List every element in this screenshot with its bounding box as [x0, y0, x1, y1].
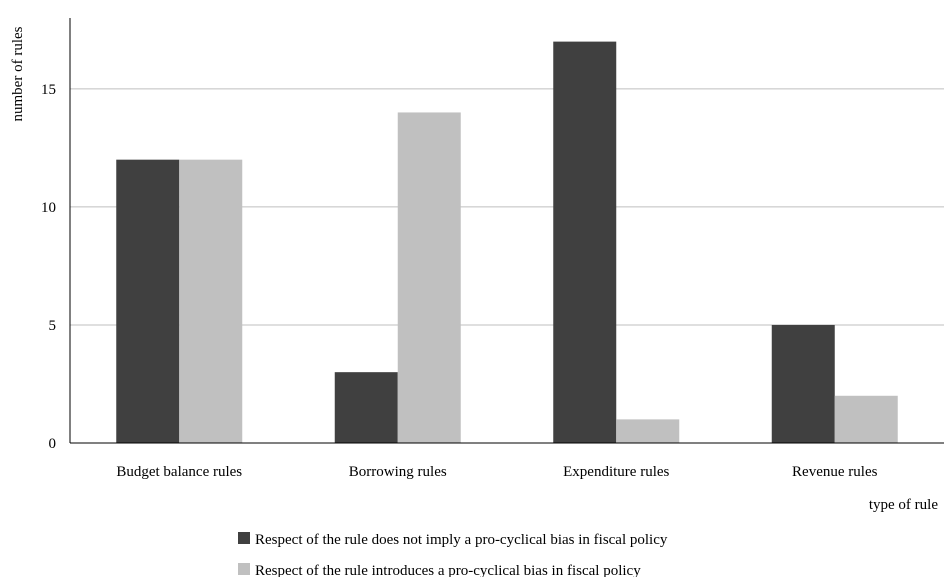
legend-label-series-1: Respect of the rule does not imply a pro…	[255, 532, 668, 548]
legend: Respect of the rule does not imply a pro…	[238, 532, 668, 577]
bar-series-2	[834, 395, 898, 443]
legend-label-series-2: Respect of the rule introduces a pro-cyc…	[255, 563, 641, 577]
x-category-labels: Budget balance rules Borrowing rules Expen…	[116, 464, 877, 480]
bar-series-2	[179, 159, 243, 443]
bar-series-1	[116, 159, 180, 443]
y-axis-title: number of rules	[10, 26, 26, 121]
axes	[69, 18, 944, 444]
y-tick-label: 10	[41, 200, 56, 216]
bar-series-1	[771, 324, 835, 443]
x-category-label: Expenditure rules	[563, 464, 669, 480]
bars	[116, 41, 898, 443]
x-category-label: Budget balance rules	[116, 464, 242, 480]
bar-series-1	[553, 41, 617, 443]
x-category-label: Revenue rules	[792, 464, 878, 480]
x-axis-title: type of rule	[869, 497, 938, 513]
y-tick-labels: 0 5 10 15	[41, 82, 56, 452]
y-tick-label: 15	[41, 82, 56, 98]
y-tick-label: 5	[49, 318, 57, 334]
y-tick-label: 0	[49, 436, 57, 452]
bar-series-2	[616, 419, 680, 443]
legend-swatch-series-2	[238, 563, 250, 575]
x-category-label: Borrowing rules	[349, 464, 447, 480]
bar-series-1	[334, 372, 398, 443]
legend-swatch-series-1	[238, 532, 250, 544]
bar-series-2	[397, 112, 461, 443]
